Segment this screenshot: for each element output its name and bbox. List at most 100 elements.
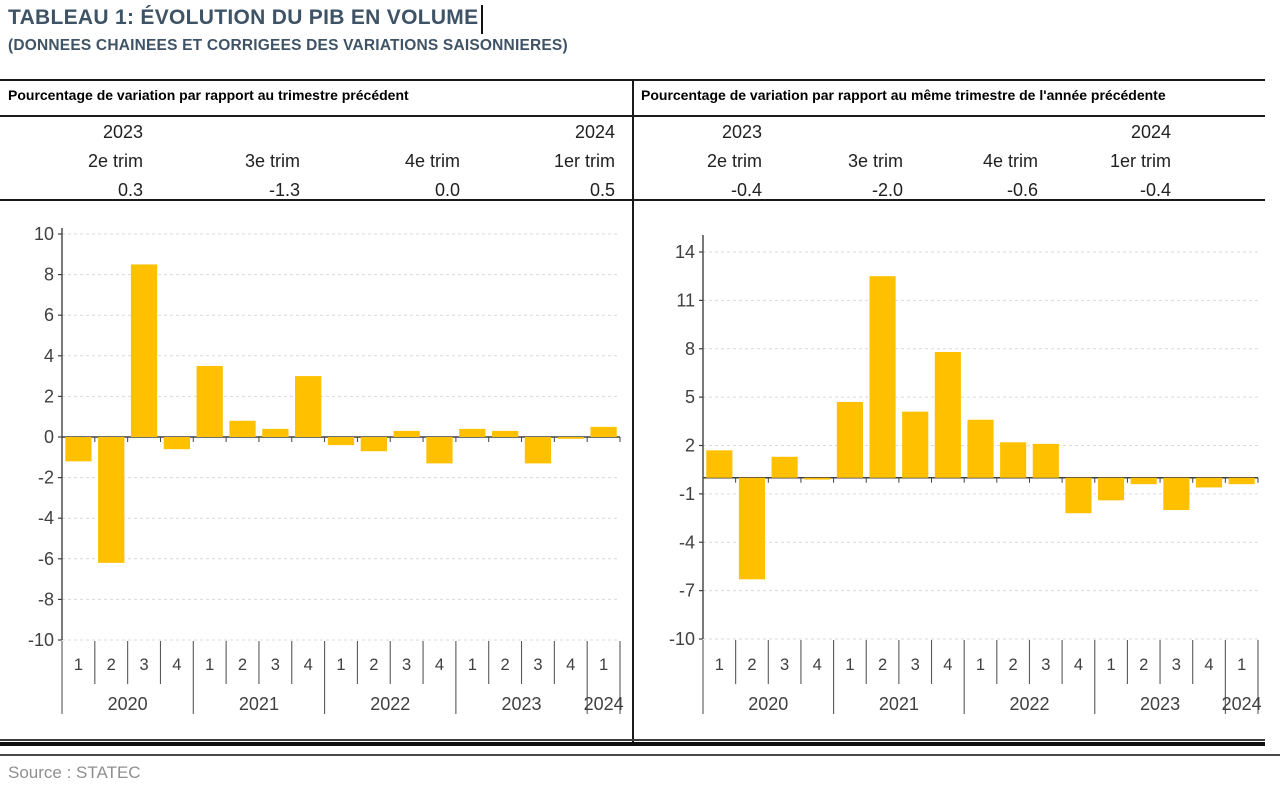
y-tick-label: 10 (34, 224, 54, 244)
summary-value: 0.0 (434, 180, 460, 200)
bar (557, 437, 584, 439)
bar (738, 477, 766, 580)
bar (491, 430, 519, 437)
bar-chart-qoq: 10 8 6 4 2 0 -2 -4 -6 -8 -10 1 2 3 4 1 2 3 4 1 2 3 4 1 2 3 4 1 2020 2… (28, 224, 624, 714)
x-year-label: 2020 (748, 694, 788, 714)
footer-rule (0, 754, 1280, 756)
page-subtitle: (DONNEES CHAINEES ET CORRIGEES DES VARIA… (8, 37, 568, 54)
summary-value: 0.5 (589, 180, 615, 200)
x-quarter-label: 2 (1139, 656, 1148, 674)
x-quarter-label: 3 (1172, 656, 1181, 674)
x-quarter-label: 4 (1074, 656, 1083, 674)
bar (706, 450, 733, 478)
bar (229, 420, 256, 437)
bar (1130, 477, 1157, 485)
x-quarter-label: 4 (943, 656, 952, 674)
y-tick-label: 6 (44, 305, 54, 325)
bar (295, 376, 322, 437)
summary-value: -0.6 (1006, 180, 1038, 200)
bar (130, 264, 158, 437)
x-quarter-label: 4 (172, 656, 181, 674)
x-quarter-label: 2 (369, 656, 378, 674)
table-bottom-border-thick (0, 742, 1265, 746)
y-tick-label: -6 (38, 549, 54, 569)
bar (836, 401, 863, 478)
bar (360, 437, 387, 452)
x-quarter-label: 3 (139, 656, 148, 674)
x-quarter-label: 2 (107, 656, 116, 674)
x-quarter-label: 1 (976, 656, 985, 674)
x-quarter-label: 4 (566, 656, 575, 674)
summary-value: -0.4 (1139, 180, 1171, 200)
x-quarter-label: 1 (1237, 656, 1246, 674)
x-year-label: 2024 (1222, 694, 1262, 714)
x-quarter-label: 1 (1106, 656, 1115, 674)
y-tick-label: -1 (679, 484, 695, 504)
y-tick-label: -10 (28, 630, 54, 650)
x-quarter-label: 1 (715, 656, 724, 674)
y-tick-label: 2 (44, 386, 54, 406)
bar (804, 477, 831, 480)
source-note: Source : STATEC (8, 763, 141, 782)
bar (1195, 477, 1223, 488)
bar (590, 426, 617, 437)
x-quarter-label: 2 (238, 656, 247, 674)
y-tick-label: -2 (38, 468, 54, 488)
bar (771, 456, 798, 478)
y-tick-label: 14 (675, 242, 695, 262)
summary-value: -2.0 (871, 180, 903, 200)
x-year-label: 2021 (239, 694, 279, 714)
x-year-label: 2020 (108, 694, 148, 714)
summary-value: 0.3 (117, 180, 143, 200)
x-quarter-label: 3 (271, 656, 280, 674)
year-label: 2024 (1130, 122, 1171, 142)
x-quarter-label: 1 (845, 656, 854, 674)
text-cursor (481, 5, 483, 34)
x-year-label: 2023 (502, 694, 542, 714)
bar (934, 351, 961, 478)
y-tick-label: 2 (685, 436, 695, 456)
x-quarter-label: 4 (304, 656, 313, 674)
bar (902, 411, 929, 478)
x-quarter-label: 2 (1009, 656, 1018, 674)
y-tick-label: -10 (669, 629, 695, 649)
x-quarter-label: 1 (74, 656, 83, 674)
bar (1163, 477, 1190, 510)
x-quarter-label: 4 (1204, 656, 1213, 674)
x-quarter-label: 2 (501, 656, 510, 674)
bar (1065, 477, 1092, 514)
x-year-label: 2023 (1140, 694, 1180, 714)
quarter-label: 3e trim (847, 151, 903, 171)
bar (1000, 442, 1027, 478)
y-tick-label: 11 (676, 290, 695, 310)
bar (163, 437, 191, 450)
bar (65, 437, 92, 462)
quarter-label: 1er trim (553, 151, 615, 171)
y-tick-label: 0 (44, 427, 54, 447)
x-year-label: 2024 (584, 694, 624, 714)
x-quarter-label: 3 (402, 656, 411, 674)
x-quarter-label: 1 (599, 656, 608, 674)
quarter-label: 1er trim (1109, 151, 1171, 171)
bar (98, 437, 125, 563)
x-quarter-label: 1 (468, 656, 477, 674)
x-year-label: 2022 (370, 694, 410, 714)
y-tick-label: -4 (679, 532, 695, 552)
x-quarter-label: 4 (813, 656, 822, 674)
bar (1032, 443, 1059, 478)
bar (393, 430, 420, 437)
quarter-label: 4e trim (982, 151, 1038, 171)
x-year-label: 2021 (879, 694, 919, 714)
bar (327, 437, 355, 446)
y-tick-label: 4 (44, 346, 54, 366)
quarter-label: 2e trim (87, 151, 143, 171)
year-label: 2023 (721, 122, 762, 142)
y-tick-label: 8 (44, 265, 54, 285)
bar (1098, 477, 1125, 501)
panel-header-yoy: Pourcentage de variation par rapport au … (641, 87, 1166, 103)
y-tick-label: -7 (679, 581, 695, 601)
x-quarter-label: 3 (911, 656, 920, 674)
summary-value: -1.3 (268, 180, 300, 200)
y-tick-label: 5 (685, 387, 695, 407)
